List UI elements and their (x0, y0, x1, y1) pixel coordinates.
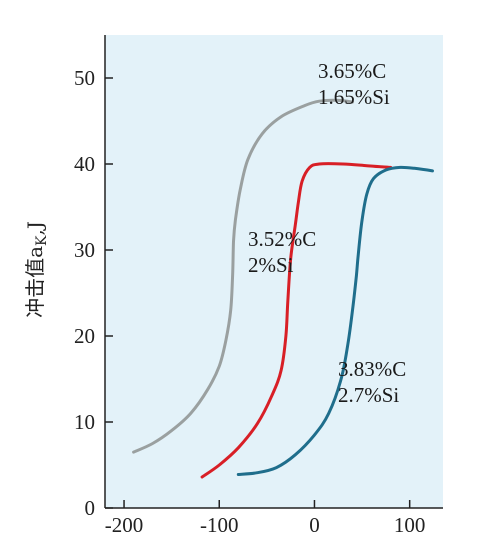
x-tick-label: -100 (200, 513, 239, 533)
y-tick-label: 0 (85, 496, 96, 520)
y-tick-label: 30 (74, 238, 95, 262)
x-tick-label: 100 (394, 513, 426, 533)
y-tick-label: 10 (74, 410, 95, 434)
curve-annotation-3: 3.83%C 2.7%Si (338, 357, 406, 407)
plot-area (132, 98, 434, 479)
series-line-1 (132, 98, 354, 454)
plot-background (105, 35, 443, 508)
y-tick-label: 40 (74, 152, 95, 176)
axes: 0 10 20 30 40 50 -200 -100 0 100 (74, 35, 443, 533)
y-axis-label-text: 冲击值aK,J (23, 221, 50, 318)
x-tick-label: 0 (309, 513, 320, 533)
curve-annotation-1: 3.65%C 1.65%Si (318, 59, 390, 109)
x-tick-label: -200 (105, 513, 144, 533)
y-tick-label: 50 (74, 66, 95, 90)
y-tick-label: 20 (74, 324, 95, 348)
series-line-2 (200, 162, 393, 479)
y-axis-label: 冲击值aK,J (23, 221, 50, 318)
curve-annotation-2: 3.52%C 2%Si (248, 227, 316, 277)
series-line-3 (236, 165, 434, 476)
annotations: 3.65%C 1.65%Si 3.52%C 2%Si 3.83%C 2.7%Si (248, 59, 406, 407)
